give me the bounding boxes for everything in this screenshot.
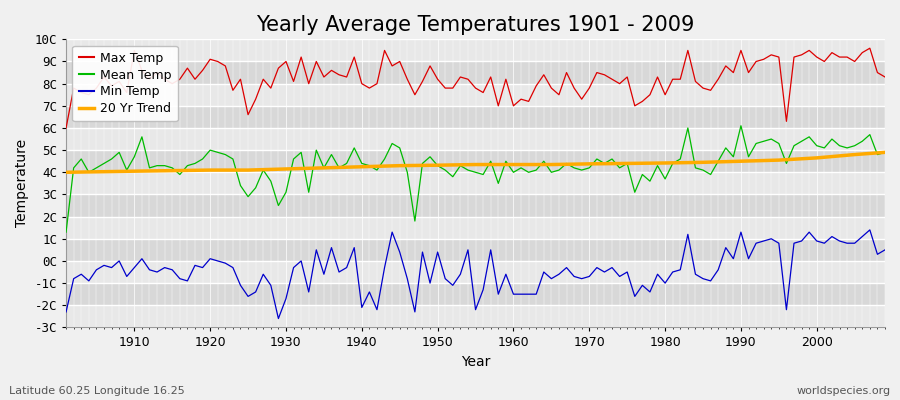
Bar bbox=[66, 217, 885, 239]
Y-axis label: Temperature: Temperature bbox=[15, 139, 29, 228]
Bar bbox=[66, 84, 885, 106]
Bar bbox=[66, 150, 885, 172]
Bar bbox=[66, 194, 885, 217]
Bar bbox=[66, 128, 885, 150]
Bar bbox=[66, 39, 885, 62]
Bar bbox=[66, 62, 885, 84]
Text: Latitude 60.25 Longitude 16.25: Latitude 60.25 Longitude 16.25 bbox=[9, 386, 184, 396]
Title: Yearly Average Temperatures 1901 - 2009: Yearly Average Temperatures 1901 - 2009 bbox=[256, 15, 695, 35]
Bar bbox=[66, 283, 885, 305]
Bar bbox=[66, 239, 885, 261]
Bar bbox=[66, 261, 885, 283]
Bar bbox=[66, 106, 885, 128]
Bar bbox=[66, 305, 885, 328]
Legend: Max Temp, Mean Temp, Min Temp, 20 Yr Trend: Max Temp, Mean Temp, Min Temp, 20 Yr Tre… bbox=[72, 46, 177, 121]
Text: worldspecies.org: worldspecies.org bbox=[796, 386, 891, 396]
X-axis label: Year: Year bbox=[461, 355, 491, 369]
Bar bbox=[66, 172, 885, 194]
